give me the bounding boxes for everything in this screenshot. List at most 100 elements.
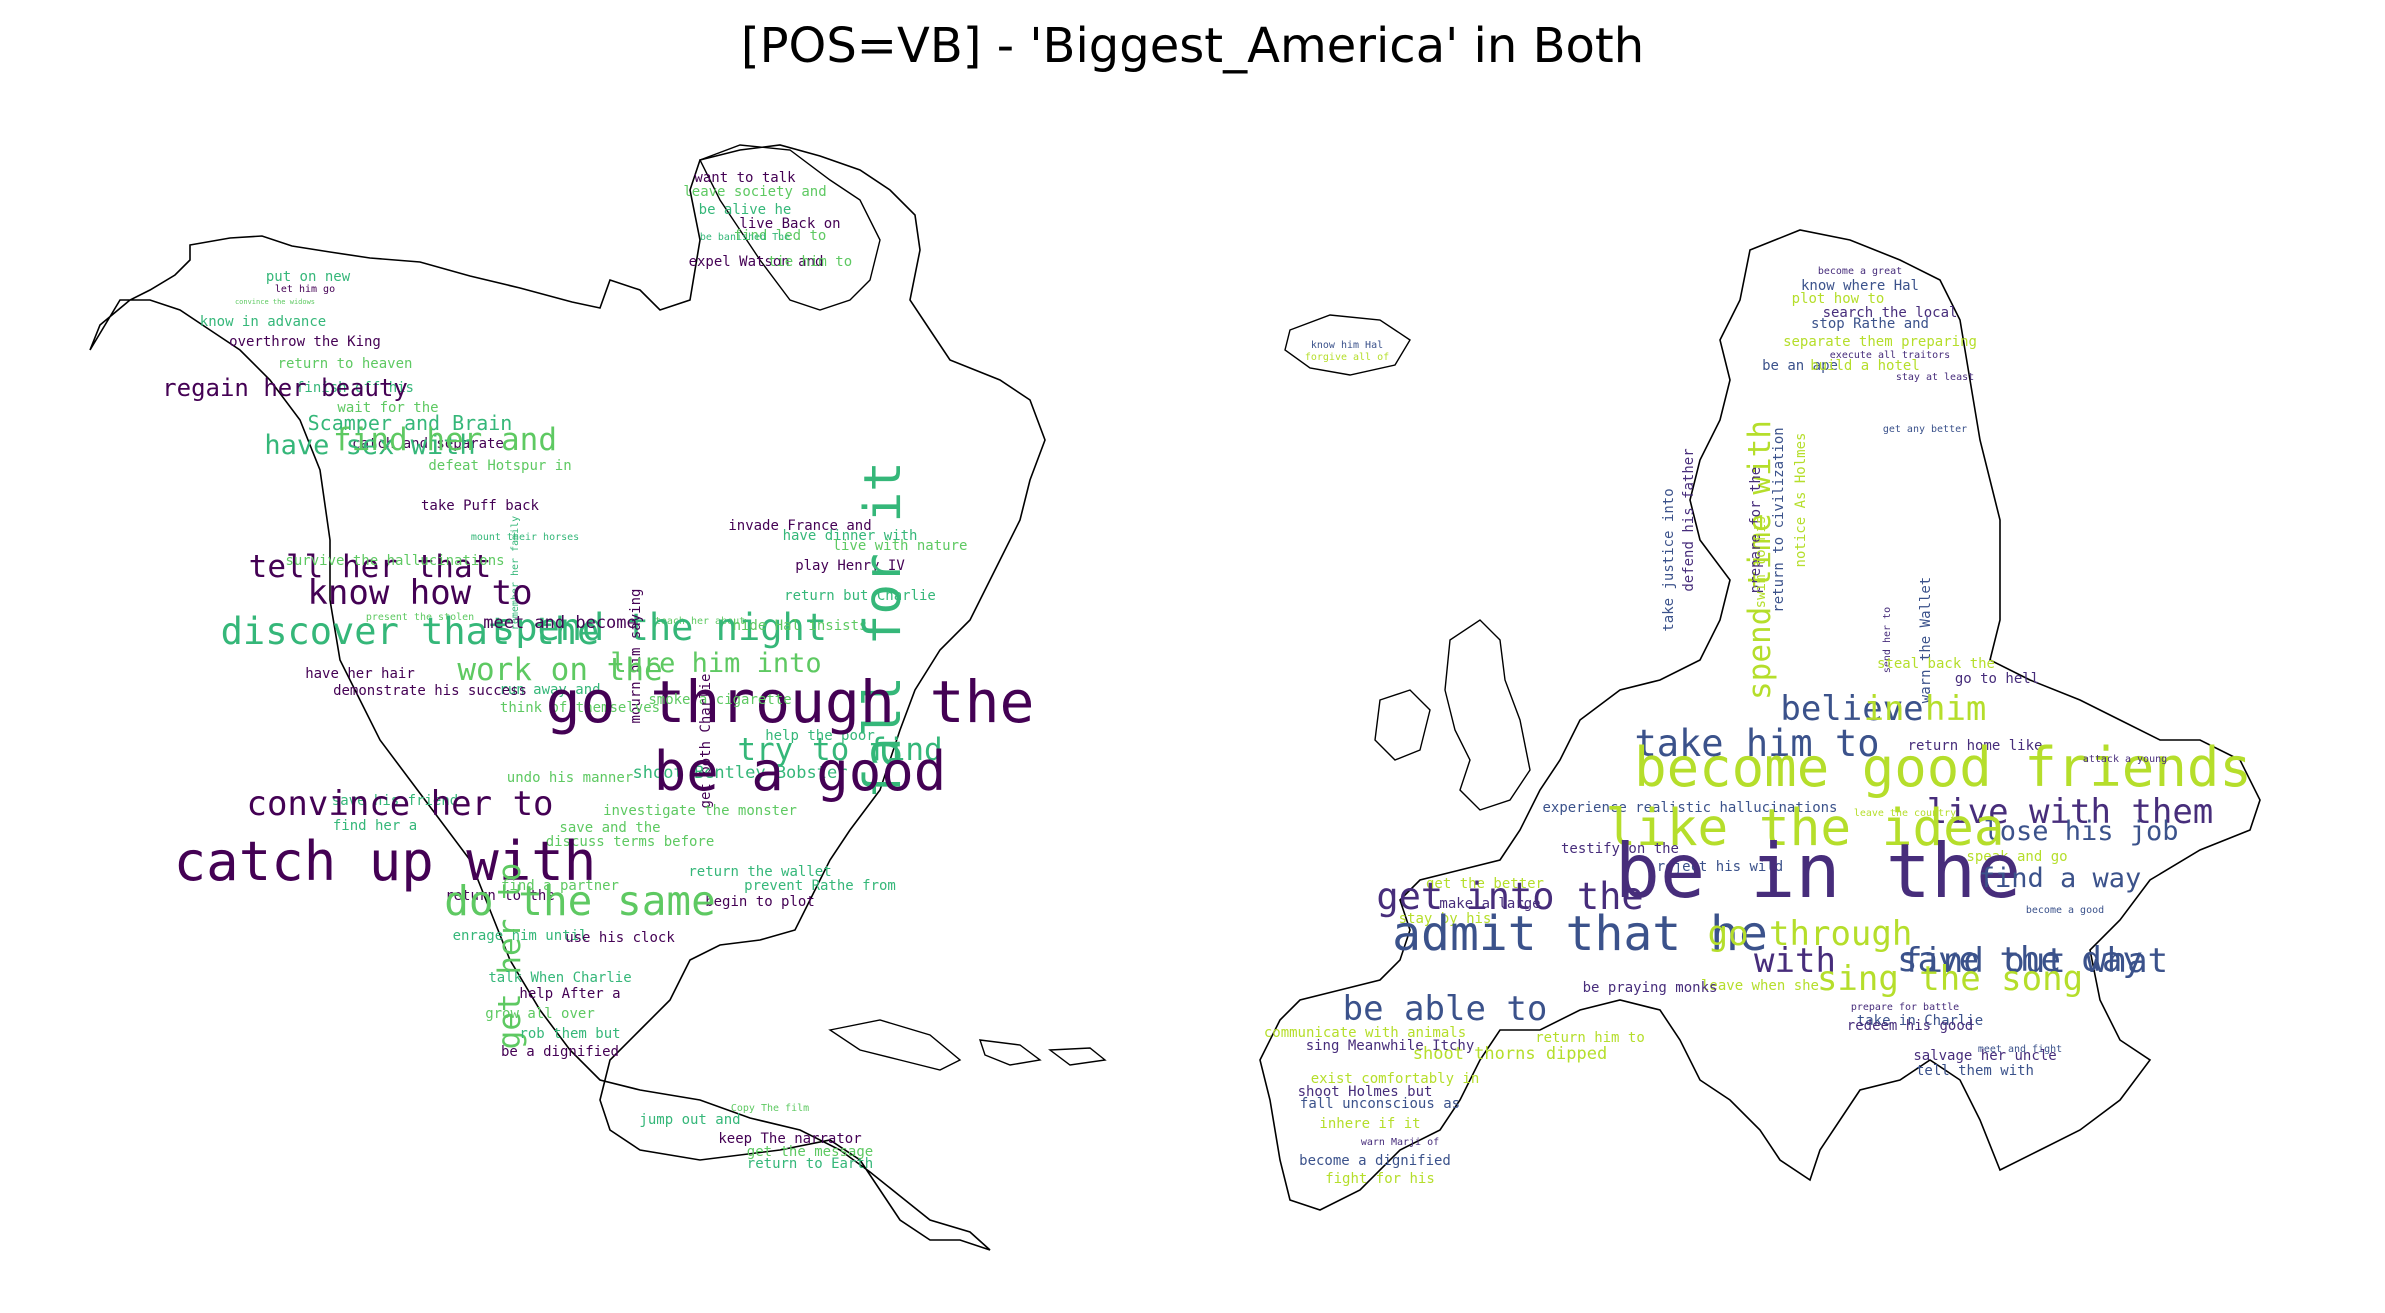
word-cloud-phrase: want to talk xyxy=(694,170,796,186)
word-cloud-phrase: run away and xyxy=(499,682,600,698)
word-cloud-phrase: return but Charlie xyxy=(784,588,936,604)
word-cloud-phrase: wait for the xyxy=(337,400,438,416)
word-cloud-phrase: go through xyxy=(1708,914,1913,954)
word-cloud-phrase: leave the country xyxy=(1854,808,1956,819)
iceland-outline xyxy=(1284,314,1411,376)
word-cloud-phrase: admit that he xyxy=(1392,906,1768,962)
word-cloud-phrase: salvage her uncle xyxy=(1913,1048,2056,1064)
word-cloud-phrase: leave society and xyxy=(683,184,826,200)
word-cloud-phrase: demonstrate his success xyxy=(333,683,527,699)
word-cloud-phrase: have dinner with xyxy=(783,528,918,544)
word-cloud-phrase: sing Meanwhile Itchy xyxy=(1306,1038,1475,1054)
word-cloud-phrase: invade France and xyxy=(728,518,871,534)
word-cloud-phrase: leave when she xyxy=(1701,978,1819,994)
word-cloud-phrase: work on the xyxy=(457,652,662,688)
word-cloud-phrase: notice As Holmes xyxy=(1793,433,1809,568)
word-cloud-phrase: take in Charlie xyxy=(1857,1013,1983,1029)
word-cloud-phrase: help After a xyxy=(519,986,620,1002)
word-cloud-phrase: communicate with animals xyxy=(1264,1025,1466,1041)
word-cloud-phrase: return him to xyxy=(1535,1030,1645,1046)
word-cloud-phrase: smoke a cigarette xyxy=(648,692,791,708)
word-cloud-phrase: know how to xyxy=(307,573,532,613)
word-cloud-phrase: talk When Charlie xyxy=(488,970,631,986)
word-cloud-phrase: steal back the xyxy=(1877,656,1995,672)
word-cloud-phrase: meet and fight xyxy=(1978,1044,2062,1055)
word-cloud-phrase: finish off his xyxy=(296,380,414,396)
word-cloud-phrase: get the better xyxy=(1426,876,1544,892)
word-cloud-phrase: jump out and xyxy=(639,1112,740,1128)
word-cloud-phrase: find led to xyxy=(734,228,827,244)
word-cloud-phrase: mount their horses xyxy=(471,532,579,543)
word-cloud-phrase: know where Hal xyxy=(1801,278,1919,294)
word-cloud-phrase: be in the xyxy=(1615,827,2021,915)
word-cloud-phrase: fight for his xyxy=(1325,1171,1435,1187)
word-cloud-phrase: play Henry IV xyxy=(795,558,905,574)
word-cloud-phrase: know him Hal xyxy=(1311,340,1383,351)
word-cloud-phrase: sing the song xyxy=(1817,959,2083,999)
word-cloud-phrase: Copy The film xyxy=(731,1103,809,1114)
word-cloud-phrase: live with nature xyxy=(833,538,968,554)
word-cloud-phrase: execute all traitors xyxy=(1830,350,1950,361)
british-isles-outline xyxy=(1374,619,1531,811)
word-cloud-phrase: reject his wild xyxy=(1657,859,1783,875)
word-cloud-phrase: discover that the xyxy=(221,610,600,653)
word-cloud-phrase: become good friends xyxy=(1634,736,2252,799)
word-cloud-phrase: search the local xyxy=(1823,305,1958,321)
caribbean-outline xyxy=(828,1019,1107,1071)
word-cloud-phrase: keep The narrator xyxy=(718,1131,861,1147)
word-cloud-phrase: have her hair xyxy=(305,666,415,682)
word-cloud-phrase: find her a xyxy=(333,818,417,834)
word-cloud-phrase: be an ape xyxy=(1762,358,1838,374)
word-cloud-phrase: defeat Hotspur in xyxy=(428,458,571,474)
word-cloud-phrase: with xyxy=(1754,941,1836,981)
word-cloud-phrase: shoot thorns dipped xyxy=(1413,1044,1607,1064)
word-cloud-phrase: mourn him saying xyxy=(628,589,644,724)
word-cloud-phrase: make a large xyxy=(1439,896,1540,912)
word-cloud-phrase: help the poor xyxy=(765,728,875,744)
word-cloud-phrase: be a good xyxy=(654,740,947,803)
word-cloud-phrase: enrage him until xyxy=(453,928,588,944)
word-cloud-phrase: hide Hal insists xyxy=(733,618,868,634)
word-cloud-phrase: grow all over xyxy=(485,1006,595,1022)
word-cloud-phrase: tell her that xyxy=(249,549,492,585)
word-cloud-phrase: meet and become xyxy=(483,613,637,633)
word-cloud-phrase: build a hotel xyxy=(1810,358,1920,374)
word-cloud-phrase: tell them with xyxy=(1916,1063,2034,1079)
word-cloud-phrase: lure him into xyxy=(610,648,821,679)
word-cloud-phrase: redeem his good xyxy=(1847,1018,1973,1034)
word-cloud-phrase: take Puff back xyxy=(421,498,540,514)
word-cloud-phrase: put on new xyxy=(266,269,351,285)
word-cloud-phrase: get both Charlie xyxy=(698,674,714,809)
word-cloud-phrase: be alive he xyxy=(699,202,792,218)
word-cloud-phrase: get into the xyxy=(1376,875,1643,918)
word-cloud-phrase: present the stolen xyxy=(366,612,474,623)
word-cloud-phrase: save his friend xyxy=(332,793,458,809)
word-cloud-phrase: live Back on xyxy=(739,216,840,232)
word-cloud-phrase: find a partner xyxy=(501,878,619,894)
word-cloud-phrase: exist comfortably in xyxy=(1311,1071,1480,1087)
word-cloud-phrase: return to heaven xyxy=(278,356,413,372)
word-cloud-phrase: return to Earth xyxy=(747,1156,873,1172)
word-cloud-phrase: expel Watson and xyxy=(689,254,824,270)
word-cloud-phrase: get any better xyxy=(1883,424,1967,435)
word-cloud-phrase: believe xyxy=(1780,689,1923,729)
word-cloud-phrase: catch up with xyxy=(174,830,597,893)
word-cloud-phrase: warn Marji of xyxy=(1361,1137,1439,1148)
word-cloud-phrase: think of themselves xyxy=(500,700,660,716)
word-cloud-phrase: inhere if it xyxy=(1319,1116,1420,1132)
word-cloud-phrase: catch and separate xyxy=(352,436,504,452)
word-cloud-phrase: speak and go xyxy=(1966,849,2067,865)
word-cloud-phrase: become a dignified xyxy=(1299,1153,1451,1169)
word-cloud-phrase: stay at least xyxy=(1896,372,1974,383)
word-cloud-phrase: go to hell xyxy=(1955,671,2039,687)
word-cloud-phrase: teach her about xyxy=(655,616,745,627)
word-cloud-phrase: try to find xyxy=(737,732,942,768)
word-cloud-phrase: experience realistic hallucinations xyxy=(1542,800,1837,816)
word-cloud-phrase: return to civilization xyxy=(1771,427,1787,612)
word-cloud-phrase: be able to xyxy=(1343,989,1548,1029)
word-cloud-phrase: defend his father xyxy=(1681,448,1697,591)
word-cloud-phrase: know in advance xyxy=(200,314,326,330)
